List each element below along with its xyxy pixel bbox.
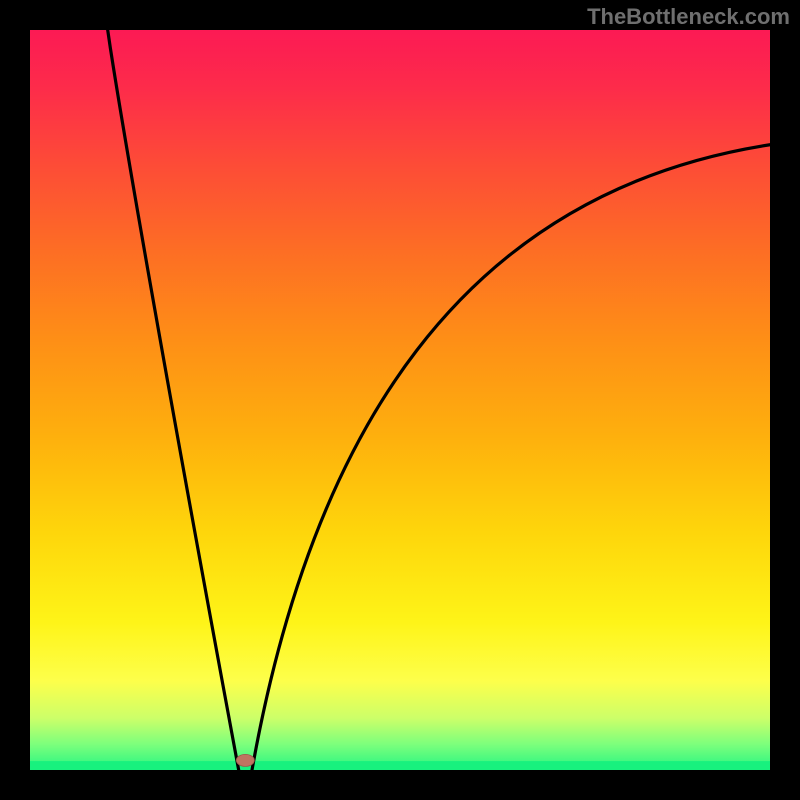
bottleneck-curve-chart <box>0 0 800 800</box>
chart-container: TheBottleneck.com <box>0 0 800 800</box>
gradient-background <box>30 30 770 770</box>
bottom-green-band <box>30 761 770 770</box>
minimum-marker <box>236 754 254 766</box>
